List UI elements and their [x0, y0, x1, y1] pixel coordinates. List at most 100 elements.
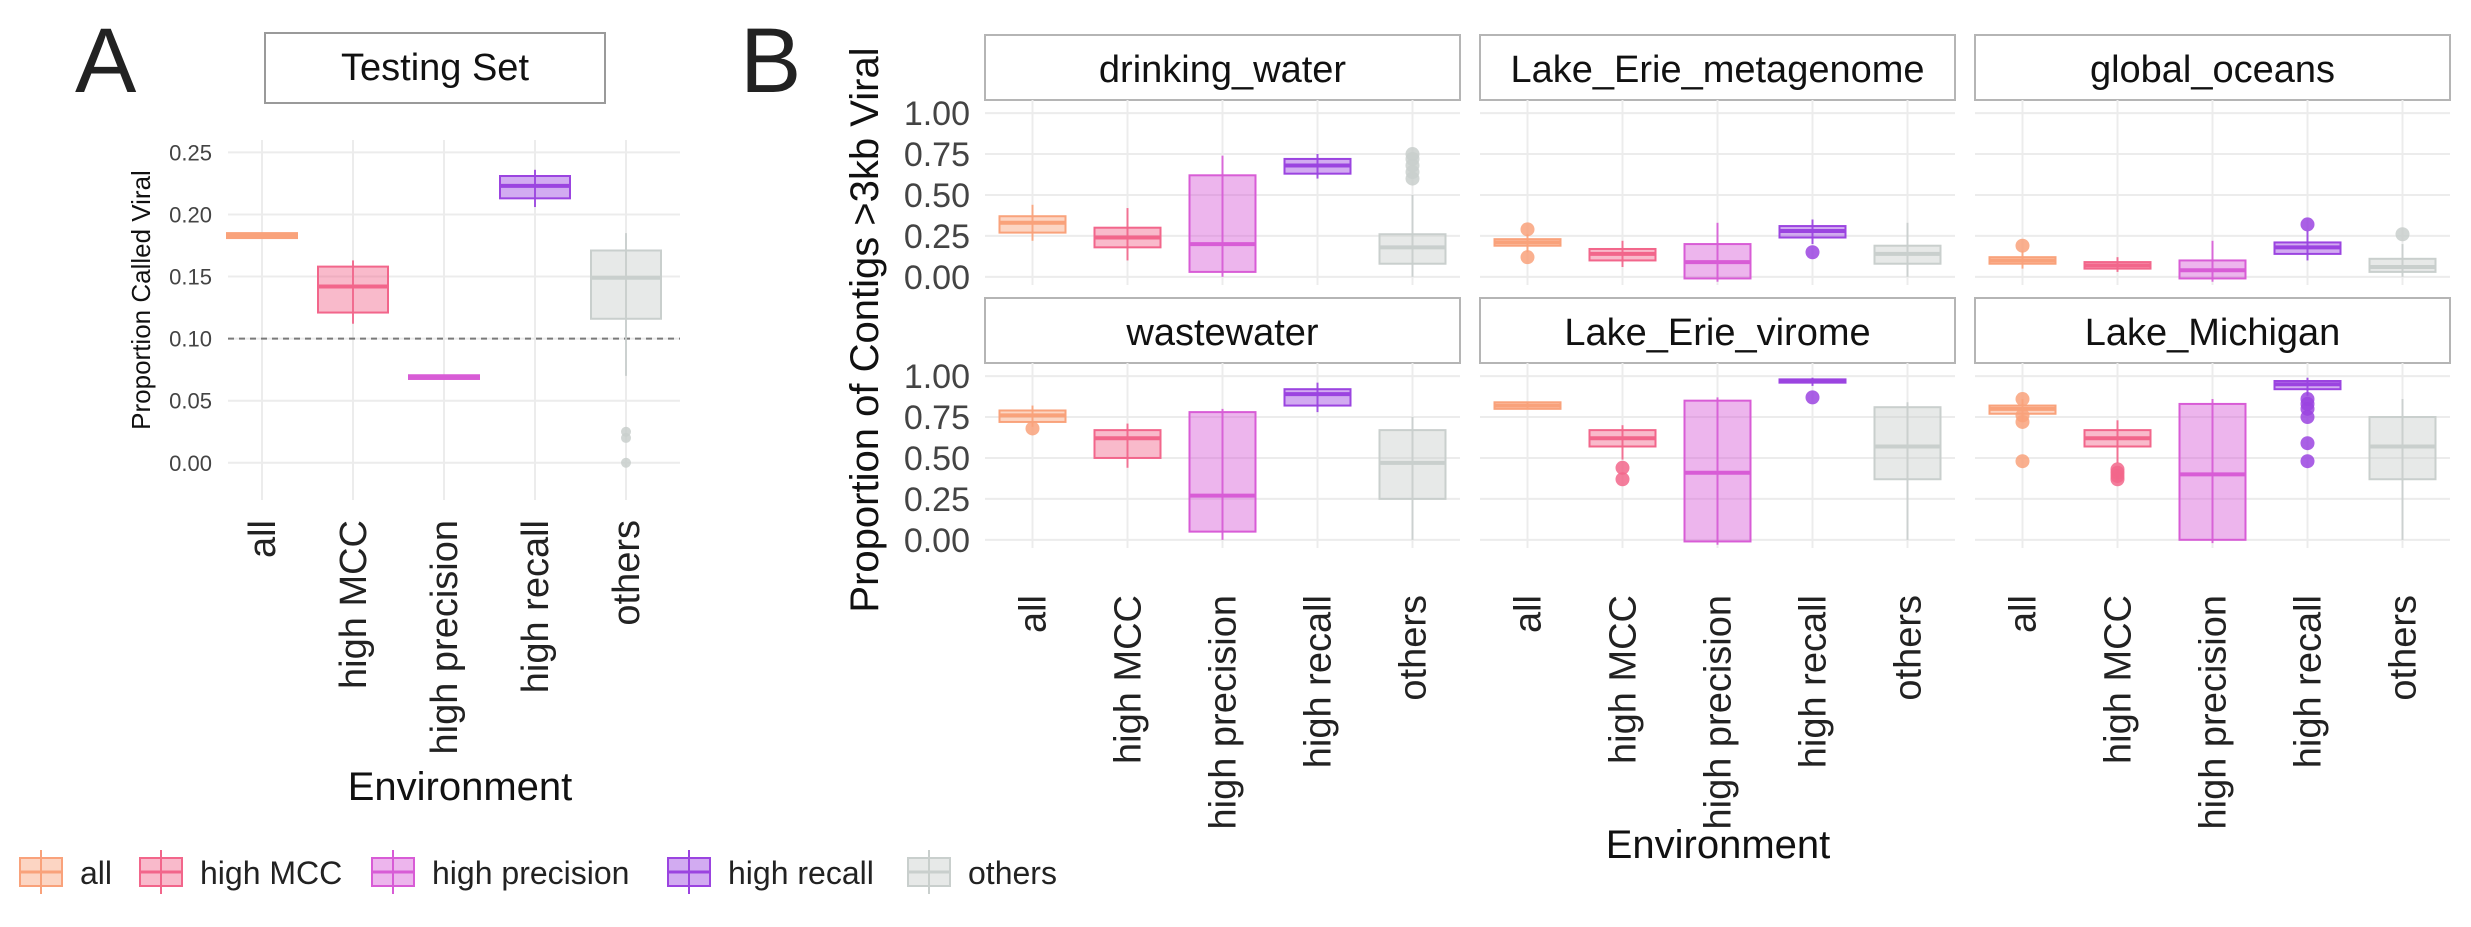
outlier-point — [621, 457, 631, 468]
x-tick-label: all — [2003, 595, 2045, 633]
y-tick-label: 0.75 — [904, 136, 970, 174]
x-tick-label: all — [1508, 595, 1550, 633]
facet-box-others — [1873, 402, 1942, 540]
panel-letter-b: B — [740, 10, 801, 112]
legend: all high MCC high precision high recall othe… — [19, 850, 1057, 894]
facet-title: drinking_water — [1099, 49, 1346, 91]
facet-title: Lake_Erie_virome — [1564, 312, 1870, 354]
outlier-point — [1805, 245, 1820, 260]
facet-box-others — [2368, 227, 2437, 277]
panel-letter-a: A — [75, 10, 137, 112]
facet-global_oceans: global_oceans — [1974, 34, 2451, 285]
facet-box-others — [1378, 417, 1447, 540]
outlier-point — [2015, 238, 2030, 253]
y-tick-label: 1.00 — [904, 95, 970, 133]
facet-box-high-precision — [2178, 240, 2247, 282]
outlier-point — [2300, 436, 2315, 451]
facet-title: global_oceans — [2090, 49, 2335, 91]
outlier-point — [2110, 462, 2125, 477]
outlier-point — [2300, 392, 2315, 407]
box-iqr — [590, 249, 662, 320]
x-tick-label: all — [242, 520, 284, 558]
outlier-point — [1025, 421, 1040, 436]
outlier-point — [2015, 454, 2030, 469]
facet-strip — [984, 297, 1461, 364]
x-tick-label: high recall — [2288, 595, 2330, 768]
outlier-point — [1615, 460, 1630, 475]
facet-strip — [984, 34, 1461, 101]
x-tick-label: others — [606, 520, 648, 626]
facet-box-high-precision — [1683, 222, 1752, 282]
panel-a-box-high-recall — [499, 169, 571, 208]
legend-item-others: others — [907, 850, 1057, 894]
y-tick-label: 0.00 — [904, 259, 970, 297]
x-tick-label: high precision — [1698, 595, 1740, 829]
x-tick-label: all — [1013, 595, 1055, 633]
y-axis-label: Proportion Called Viral — [126, 170, 156, 430]
outlier-point — [1615, 472, 1630, 487]
y-tick-label: 0.50 — [904, 177, 970, 215]
panel-b: drinking_water0.000.250.500.751.00Lake_E… — [843, 34, 2451, 867]
outlier-point — [1520, 250, 1535, 265]
facet-box-high-MCC — [2083, 420, 2152, 487]
outlier-point — [1520, 222, 1535, 237]
facet-box-high-precision — [1188, 408, 1257, 540]
y-tick-label: 0.10 — [169, 327, 212, 352]
facet-box-others — [2368, 399, 2437, 540]
x-tick-label: high recall — [1298, 595, 1340, 768]
legend-label: high precision — [432, 855, 629, 891]
outlier-point — [1405, 147, 1420, 162]
x-tick-label: high recall — [1793, 595, 1835, 768]
y-tick-label: 1.00 — [904, 358, 970, 396]
box-iqr — [1188, 174, 1257, 273]
facet-box-others — [1873, 222, 1942, 277]
legend-item-high-precision: high precision — [371, 850, 629, 894]
y-tick-label: 0.25 — [904, 481, 970, 519]
x-tick-label: high precision — [2193, 595, 2235, 829]
facet-box-high-recall — [1283, 382, 1352, 413]
y-axis-label: Proportion of Contigs >3kb Viral — [843, 47, 887, 612]
facet-box-high-MCC — [2083, 257, 2152, 272]
facet-strip — [1974, 297, 2451, 364]
legend-label: high recall — [728, 855, 874, 891]
outlier-point — [2015, 408, 2030, 423]
facet-box-high-recall — [2273, 377, 2342, 469]
box-iqr — [1188, 411, 1257, 533]
facet-title: wastewater — [1125, 312, 1319, 354]
x-tick-label: high precision — [1203, 595, 1245, 829]
legend-label: all — [80, 855, 112, 891]
outlier-point — [2300, 217, 2315, 232]
facet-title: Lake_Michigan — [2085, 312, 2341, 354]
facet-box-high-recall — [2273, 217, 2342, 261]
facet-box-high-MCC — [1093, 423, 1162, 468]
x-tick-label: high precision — [424, 520, 466, 754]
outlier-point — [2395, 227, 2410, 242]
y-tick-label: 0.25 — [904, 218, 970, 256]
facet-drinking_water: drinking_water 0.000.250.500.751.00 — [904, 34, 1461, 297]
y-tick-label: 0.00 — [904, 522, 970, 560]
box-iqr — [317, 265, 389, 314]
facet-strip — [1479, 297, 1956, 364]
facet-box-high-recall — [1283, 154, 1352, 179]
facet-strip — [1479, 34, 1956, 101]
x-tick-label: high recall — [515, 520, 557, 693]
facet-box-all — [998, 204, 1067, 241]
facet-box-high-recall — [1778, 377, 1847, 405]
facet-box-high-precision — [1188, 155, 1257, 277]
facet-box-high-MCC — [1588, 425, 1657, 487]
panel-a-box-high-MCC — [317, 260, 389, 324]
facet-box-high-recall — [1778, 219, 1847, 260]
facet-box-high-precision — [2178, 399, 2247, 544]
outlier-point — [2300, 454, 2315, 469]
x-tick-label: high MCC — [2098, 595, 2140, 764]
box-iqr — [2178, 402, 2247, 541]
legend-item-high-recall: high recall — [667, 850, 874, 894]
panel-a-strip-title: Testing Set — [341, 47, 529, 89]
y-tick-label: 0.05 — [169, 389, 212, 414]
x-tick-label: others — [2383, 595, 2425, 701]
legend-label: high MCC — [200, 855, 342, 891]
facet-box-all — [1988, 392, 2057, 469]
